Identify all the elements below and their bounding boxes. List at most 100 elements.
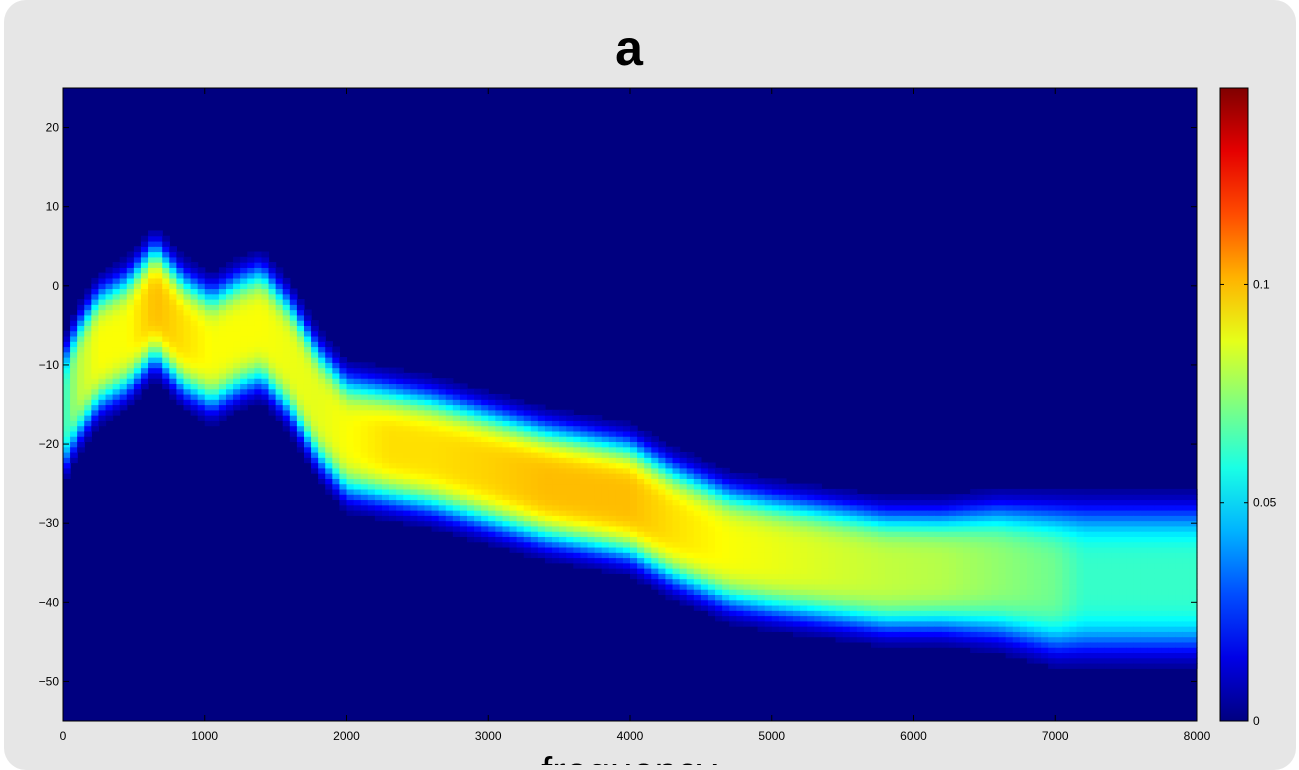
heatmap-cell bbox=[140, 299, 149, 305]
heatmap-cell bbox=[530, 457, 539, 464]
heatmap-cell bbox=[530, 520, 539, 527]
heatmap-cell bbox=[247, 362, 255, 369]
heatmap-cell bbox=[77, 388, 85, 395]
heatmap-cell bbox=[233, 304, 241, 311]
heatmap-cell bbox=[537, 441, 546, 448]
heatmap-cell bbox=[140, 304, 149, 311]
heatmap-cell bbox=[417, 425, 426, 432]
heatmap-cell bbox=[991, 631, 1000, 638]
heatmap-cell bbox=[233, 378, 241, 385]
heatmap-cell bbox=[452, 451, 461, 458]
heatmap-cell bbox=[1076, 546, 1085, 553]
heatmap-cell bbox=[608, 451, 617, 458]
heatmap-cell bbox=[594, 441, 603, 448]
heatmap-cell bbox=[509, 430, 518, 437]
heatmap-cell bbox=[381, 393, 390, 400]
heatmap-cell bbox=[1189, 536, 1198, 543]
heatmap-cell bbox=[360, 473, 369, 479]
heatmap-cell bbox=[1189, 641, 1198, 648]
heatmap-cell bbox=[495, 504, 504, 511]
heatmap-cell bbox=[941, 531, 950, 537]
heatmap-cell bbox=[1005, 604, 1014, 611]
heatmap-cell bbox=[488, 478, 496, 485]
heatmap-cell bbox=[148, 367, 156, 374]
heatmap-cell bbox=[1033, 568, 1042, 574]
heatmap-cell bbox=[204, 388, 213, 395]
heatmap-cell bbox=[1097, 562, 1106, 569]
heatmap-cell bbox=[91, 383, 100, 390]
heatmap-cell bbox=[693, 457, 702, 464]
heatmap-cell bbox=[509, 504, 518, 511]
heatmap-cell bbox=[920, 541, 929, 548]
heatmap-cell bbox=[84, 330, 92, 337]
heatmap-cell bbox=[878, 578, 886, 585]
heatmap-cell bbox=[750, 546, 759, 553]
heatmap-cell bbox=[679, 541, 688, 548]
heatmap-cell bbox=[601, 462, 610, 469]
heatmap-cell bbox=[644, 499, 652, 506]
heatmap-cell bbox=[651, 451, 659, 458]
heatmap-cell bbox=[665, 478, 674, 485]
heatmap-cell bbox=[325, 367, 333, 374]
heatmap-cell bbox=[190, 393, 199, 400]
heatmap-cell bbox=[282, 293, 291, 300]
heatmap-cell bbox=[878, 631, 886, 638]
heatmap-cell bbox=[247, 251, 255, 258]
heatmap-cell bbox=[1005, 557, 1014, 564]
heatmap-cell bbox=[452, 488, 461, 495]
heatmap-cell bbox=[346, 473, 355, 479]
heatmap-cell bbox=[445, 436, 454, 443]
heatmap-cell bbox=[544, 557, 553, 564]
heatmap-cell bbox=[1005, 599, 1014, 606]
heatmap-cell bbox=[785, 626, 794, 632]
heatmap-cell bbox=[346, 446, 355, 453]
heatmap-cell bbox=[140, 362, 149, 369]
heatmap-cell bbox=[863, 594, 872, 601]
heatmap-cell bbox=[743, 499, 752, 506]
heatmap-cell bbox=[218, 367, 227, 374]
heatmap-cell bbox=[729, 615, 737, 622]
heatmap-cell bbox=[672, 536, 681, 543]
heatmap-cell bbox=[984, 631, 993, 638]
heatmap-cell bbox=[1126, 494, 1134, 501]
heatmap-cell bbox=[544, 525, 553, 532]
heatmap-cell bbox=[445, 499, 454, 506]
heatmap-cell bbox=[1012, 631, 1021, 638]
heatmap-cell bbox=[743, 488, 752, 495]
heatmap-cell bbox=[566, 536, 574, 543]
heatmap-cell bbox=[1147, 657, 1156, 664]
heatmap-cell bbox=[452, 420, 461, 427]
heatmap-cell bbox=[885, 610, 893, 617]
heatmap-cell bbox=[98, 335, 107, 342]
heatmap-cell bbox=[920, 610, 929, 617]
heatmap-cell bbox=[963, 568, 971, 574]
heatmap-cell bbox=[445, 383, 454, 390]
heatmap-cell bbox=[1062, 615, 1071, 622]
heatmap-cell bbox=[1175, 520, 1184, 527]
heatmap-cell bbox=[148, 330, 156, 337]
heatmap-cell bbox=[1140, 546, 1148, 553]
heatmap-cell bbox=[785, 583, 794, 590]
heatmap-cell bbox=[1041, 536, 1049, 543]
heatmap-cell bbox=[679, 594, 688, 601]
heatmap-cell bbox=[1026, 536, 1035, 543]
heatmap-cell bbox=[750, 536, 759, 543]
heatmap-cell bbox=[963, 552, 971, 559]
heatmap-cell bbox=[580, 557, 589, 564]
heatmap-cell bbox=[1005, 589, 1014, 596]
heatmap-cell bbox=[998, 546, 1007, 553]
heatmap-cell bbox=[84, 293, 92, 300]
heatmap-cell bbox=[963, 541, 971, 548]
heatmap-cell bbox=[601, 504, 610, 511]
heatmap-cell bbox=[729, 473, 737, 479]
heatmap-cell bbox=[1097, 647, 1106, 654]
heatmap-cell bbox=[842, 562, 851, 569]
heatmap-cell bbox=[410, 378, 418, 385]
heatmap-cell bbox=[218, 314, 227, 321]
heatmap-cell bbox=[261, 346, 270, 353]
heatmap-cell bbox=[693, 473, 702, 479]
heatmap-cell bbox=[466, 467, 475, 474]
heatmap-cell bbox=[1069, 557, 1078, 564]
heatmap-cell bbox=[863, 631, 872, 638]
heatmap-cell bbox=[878, 546, 886, 553]
